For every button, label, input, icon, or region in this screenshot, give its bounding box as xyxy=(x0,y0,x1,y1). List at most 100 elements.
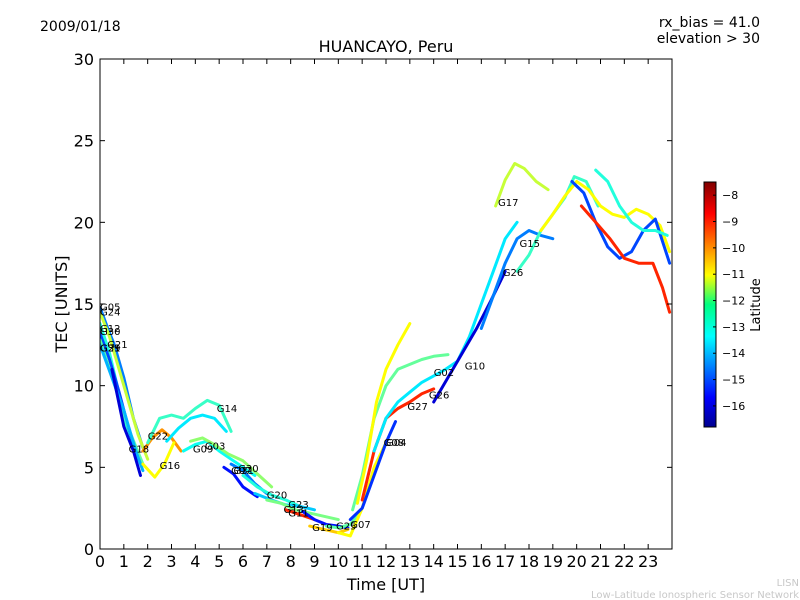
colorbar-tick-label: −13 xyxy=(722,321,745,334)
series-line-g10-27 xyxy=(372,220,519,453)
satellite-label: G20 xyxy=(267,490,287,501)
satellite-label: G08 xyxy=(384,438,404,449)
colorbar-tick-label: −11 xyxy=(722,268,745,281)
satellite-label: G05 xyxy=(100,303,120,314)
satellite-label: G26 xyxy=(429,391,449,402)
series-line-g07-12 xyxy=(189,436,274,489)
series-line-g31-35 xyxy=(594,168,669,237)
x-tick-label: 17 xyxy=(495,552,515,571)
x-tick-label: 1 xyxy=(119,552,129,571)
satellite-label: G10 xyxy=(465,361,485,372)
satellite-label: G26 xyxy=(503,268,523,279)
satellite-label: G25 xyxy=(336,521,356,532)
x-axis: 0 1 2 3 4 5 6 7 8 9 10 11 12 13 14 15 16 17 18 19 20 21 22 23 xyxy=(95,59,658,571)
satellite-label: G18 xyxy=(129,445,149,456)
series-line-g25-20 xyxy=(308,524,350,535)
y-tick-label: 15 xyxy=(74,295,94,314)
y-tick-label: 10 xyxy=(74,377,94,396)
y-tick-label: 25 xyxy=(74,132,94,151)
y-axis: 0 5 10 15 20 25 30 xyxy=(74,50,672,559)
satellite-label: G24 xyxy=(100,307,120,318)
satellite-label: G22 xyxy=(148,432,168,443)
credit-line-2: Low-Latitude Ionospheric Sensor Network xyxy=(591,590,799,600)
date-label: 2009/01/18 xyxy=(40,19,121,35)
colorbar-tick-label: −15 xyxy=(722,374,745,387)
satellite-label: G19 xyxy=(312,523,332,534)
colorbar-label: Latitude xyxy=(749,278,764,332)
elevation-label: elevation > 30 xyxy=(657,31,760,47)
satellite-label: G11 xyxy=(288,508,308,519)
series-line-g16-8 xyxy=(141,441,176,479)
x-tick-label: 21 xyxy=(590,552,610,571)
x-tick-label: 6 xyxy=(238,552,248,571)
series-line-g17-29 xyxy=(494,162,550,208)
satellite-label: G30 xyxy=(238,464,258,475)
colorbar-tick-label: −8 xyxy=(722,189,738,202)
series-layer xyxy=(100,162,672,538)
satellite-label: G27 xyxy=(407,402,427,413)
y-tick-label: 30 xyxy=(74,50,94,69)
plot-area xyxy=(100,59,672,549)
x-tick-label: 3 xyxy=(166,552,176,571)
series-line-g14-9 xyxy=(146,398,233,445)
x-tick-label: 0 xyxy=(95,552,105,571)
satellite-label: G17 xyxy=(498,198,518,209)
satellite-label: G31 xyxy=(100,343,120,354)
satellite-label: G29 xyxy=(100,343,120,354)
x-tick-label: 14 xyxy=(423,552,443,571)
series-line-g28-32 xyxy=(539,180,672,254)
series-line-g27-25 xyxy=(355,322,412,505)
x-tick-label: 20 xyxy=(566,552,586,571)
annotation-layer: G05G24G12G30G21G29G31G18G22G16G14G09G03G… xyxy=(100,198,540,534)
x-tick-label: 2 xyxy=(143,552,153,571)
colorbar-tick-label: −16 xyxy=(722,400,745,413)
x-tick-label: 22 xyxy=(614,552,634,571)
x-tick-label: 13 xyxy=(400,552,420,571)
x-tick-label: 8 xyxy=(286,552,296,571)
satellite-label: G13 xyxy=(284,505,304,516)
colorbar-tick-label: −14 xyxy=(722,347,745,360)
satellite-label: G23 xyxy=(288,500,308,511)
credit-line-1: LISN xyxy=(777,578,799,589)
colorbar-tick-label: −10 xyxy=(722,242,745,255)
series-line-g29-5 xyxy=(100,343,145,473)
y-tick-label: 20 xyxy=(74,213,94,232)
colorbar-tick-label: −9 xyxy=(722,216,738,229)
series-line-g08-23 xyxy=(348,420,397,522)
satellite-label: G02 xyxy=(434,368,454,379)
satellite-label: G21 xyxy=(107,340,127,351)
x-tick-label: 10 xyxy=(328,552,348,571)
y-tick-label: 0 xyxy=(84,540,94,559)
satellite-label: G16 xyxy=(160,461,180,472)
x-tick-label: 9 xyxy=(309,552,319,571)
chart-title: HUANCAYO, Peru xyxy=(319,37,454,56)
x-tick-label: 23 xyxy=(638,552,658,571)
satellite-label: G30 xyxy=(100,327,120,338)
y-tick-label: 5 xyxy=(84,458,94,477)
colorbar-tick-label: −12 xyxy=(722,295,745,308)
x-tick-label: 7 xyxy=(262,552,272,571)
x-tick-label: 16 xyxy=(471,552,491,571)
rx-bias-label: rx_bias = 41.0 xyxy=(659,15,760,31)
y-axis-label: TEC [UNITS] xyxy=(52,256,71,354)
satellite-label: G14 xyxy=(217,404,237,415)
x-tick-label: 19 xyxy=(543,552,563,571)
x-tick-label: 11 xyxy=(352,552,372,571)
satellite-label: G07 xyxy=(350,520,370,531)
satellite-label: G07 xyxy=(231,466,251,477)
x-tick-label: 5 xyxy=(214,552,224,571)
colorbar xyxy=(703,181,717,428)
series-line-g18-6 xyxy=(110,367,142,477)
x-axis-label: Time [UT] xyxy=(346,575,425,594)
series-line-g09-10 xyxy=(165,413,228,443)
series-line-g15-30 xyxy=(479,229,555,330)
satellite-label: G15 xyxy=(520,239,540,250)
series-line-g07-21 xyxy=(324,511,362,530)
colorbar-ticks: −8 −9 −10 −11 −12 −13 −14 −15 −16 xyxy=(713,189,745,413)
series-line-g21-34 xyxy=(579,204,672,314)
satellite-label: G03 xyxy=(205,441,225,452)
x-tick-label: 18 xyxy=(519,552,539,571)
series-line-g24-1 xyxy=(100,310,150,461)
series-line-g16-33 xyxy=(570,180,672,265)
